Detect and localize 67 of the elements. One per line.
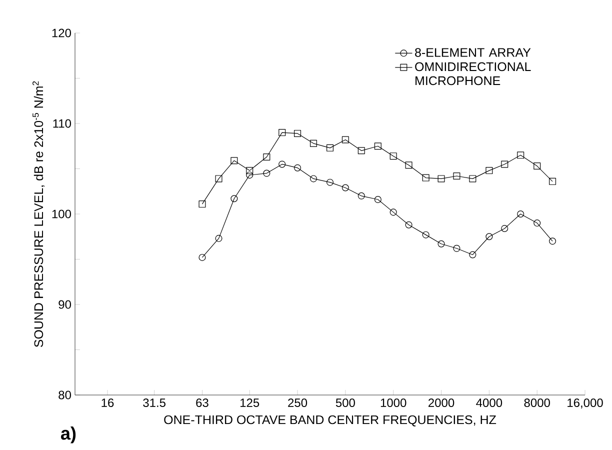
point (501, 224, 508, 232)
point (263, 170, 270, 177)
point (374, 196, 382, 204)
point (246, 172, 254, 179)
point (422, 231, 430, 238)
x-tick-label: 16,000 (568, 398, 603, 408)
point (358, 147, 365, 154)
point (534, 220, 541, 227)
point (453, 172, 460, 180)
point (405, 221, 412, 228)
x-tick-label: 1000 (380, 398, 406, 408)
point (405, 162, 412, 169)
point (198, 254, 206, 261)
point (517, 152, 524, 159)
point (390, 152, 397, 160)
y-axis-title: SOUND PRESSURE LEVEL, dB re 2x10$^{-5}$ N/m$^{2}$ (32, 81, 45, 348)
point (549, 238, 556, 245)
y-tick-label: 90 (58, 300, 72, 309)
y-tick-label: 120 (52, 28, 72, 38)
point (374, 142, 382, 150)
text: a) (61, 426, 76, 444)
y-tick-label: 100 (52, 210, 72, 218)
point (230, 195, 238, 202)
point (549, 178, 556, 185)
legend-label: 8-ELEMENT ARRAY (415, 48, 531, 57)
point (486, 167, 493, 174)
x-tick-label: 500 (336, 398, 355, 408)
point (278, 129, 286, 136)
point (263, 153, 270, 160)
x-tick-label: 125 (240, 398, 260, 408)
point (534, 162, 541, 170)
point (453, 244, 460, 252)
x-tick-label: 4000 (476, 398, 502, 408)
point (310, 175, 317, 182)
y-tick-label: 80 (58, 390, 72, 400)
point (469, 175, 476, 182)
point (215, 175, 222, 182)
point (358, 192, 365, 200)
x-tick-label: 250 (288, 398, 308, 408)
point (326, 144, 334, 152)
point (215, 234, 222, 242)
x-tick-label: 2000 (428, 398, 454, 408)
x-axis-title: ONE-THIRD OCTAVE BAND CENTER FREQUENCIES, HZ (164, 415, 496, 426)
point (342, 136, 349, 144)
x-tick-label: 31.5 (143, 398, 166, 408)
y-tick-label: 110 (53, 119, 72, 128)
point (469, 251, 476, 258)
point (390, 208, 397, 216)
point (294, 130, 302, 137)
point (198, 200, 206, 208)
point (342, 184, 349, 192)
point (422, 174, 430, 182)
x-tick-label: 63 (196, 398, 208, 408)
point (517, 210, 524, 218)
point (486, 233, 493, 240)
point (438, 175, 445, 182)
point (326, 178, 334, 186)
point (230, 157, 238, 164)
point (438, 240, 445, 248)
point (246, 167, 254, 174)
point (278, 160, 286, 168)
point (294, 164, 302, 172)
point (501, 160, 508, 168)
x-tick-label: 8000 (524, 398, 550, 408)
legend-label: OMNIDIRECTIONAL MICROPHONE (415, 62, 531, 86)
x-tick-label: 16 (102, 398, 114, 408)
point (310, 140, 317, 147)
